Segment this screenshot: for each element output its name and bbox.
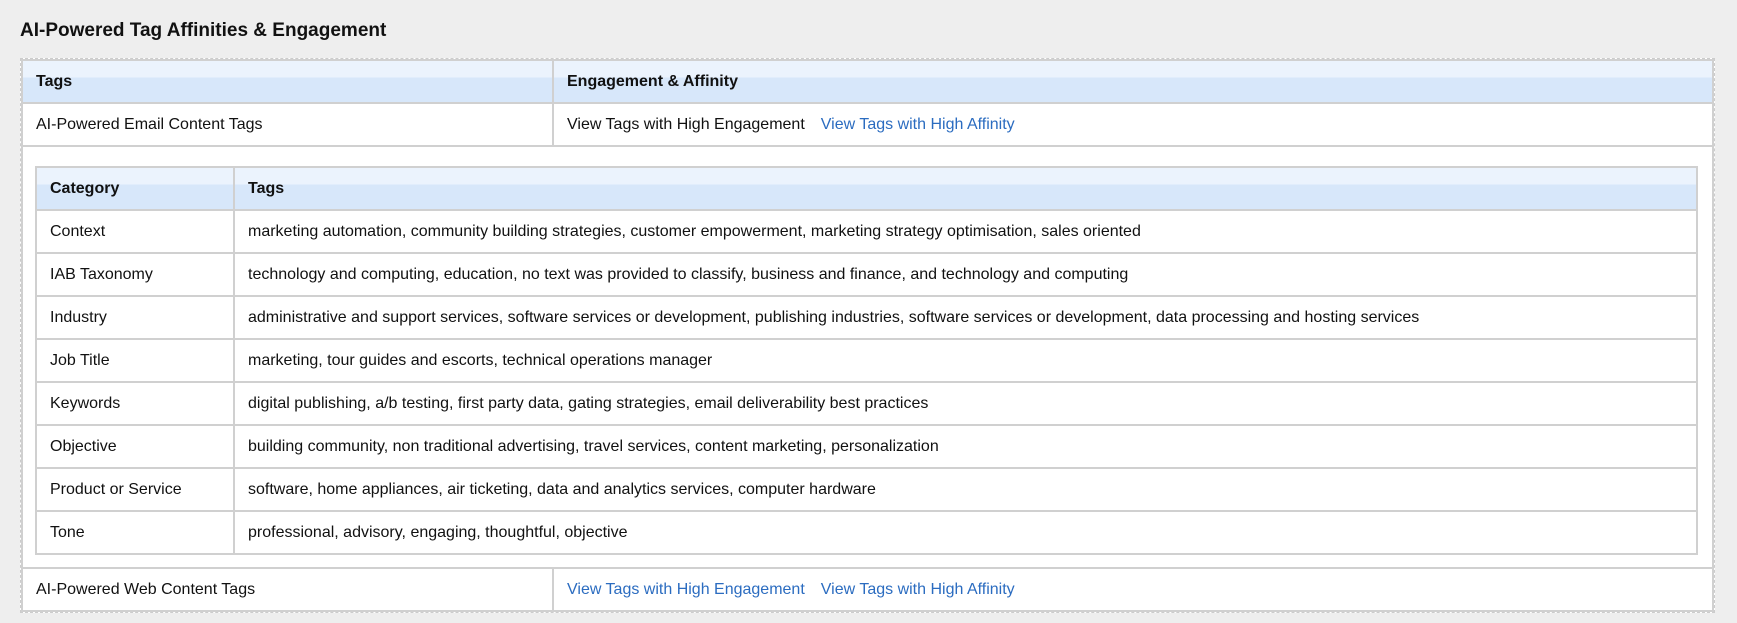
tags-cell: administrative and support services, sof… [233, 295, 1698, 340]
header-row: Tags Engagement & Affinity [21, 59, 1714, 104]
table-row: Tone professional, advisory, engaging, th… [35, 510, 1698, 555]
category-cell: Job Title [35, 338, 235, 383]
table-row: Industry administrative and support servi… [35, 295, 1698, 340]
category-cell: Context [35, 209, 235, 254]
tags-cell: building community, non traditional adve… [233, 424, 1698, 469]
page-title: AI-Powered Tag Affinities & Engagement [20, 20, 387, 41]
email-engagement-link[interactable]: View Tags with High Engagement [567, 115, 805, 133]
email-row-links: View Tags with High Engagement View Tags … [552, 102, 1714, 147]
category-cell: Tone [35, 510, 235, 555]
table-row: Keywords digital publishing, a/b testing,… [35, 381, 1698, 426]
tags-cell: marketing automation, community building… [233, 209, 1698, 254]
category-table: Category Tags Context marketing automatio… [35, 166, 1698, 555]
nested-row: Category Tags Context marketing automatio… [21, 145, 1714, 569]
header-engagement: Engagement & Affinity [552, 59, 1714, 104]
email-affinity-link[interactable]: View Tags with High Affinity [820, 115, 1015, 133]
web-affinity-link[interactable]: View Tags with High Affinity [820, 580, 1015, 598]
category-cell: Industry [35, 295, 235, 340]
table-row: Job Title marketing, tour guides and esco… [35, 338, 1698, 383]
category-cell: IAB Taxonomy [35, 252, 235, 297]
category-cell: Product or Service [35, 467, 235, 512]
header-inner-tags: Tags [233, 166, 1698, 211]
tags-cell: software, home appliances, air ticketing… [233, 467, 1698, 512]
web-row-links: View Tags with High Engagement View Tags … [552, 567, 1714, 612]
header-category: Category [35, 166, 235, 211]
table-row: Context marketing automation, community b… [35, 209, 1698, 254]
web-row: AI-Powered Web Content Tags View Tags wi… [21, 567, 1714, 612]
web-row-label: AI-Powered Web Content Tags [21, 567, 554, 612]
tags-table-container: Tags Engagement & Affinity AI-Powered Em… [20, 58, 1715, 613]
email-row: AI-Powered Email Content Tags View Tags … [21, 102, 1714, 147]
web-engagement-link[interactable]: View Tags with High Engagement [567, 580, 805, 598]
header-tags: Tags [21, 59, 554, 104]
tags-cell: professional, advisory, engaging, though… [233, 510, 1698, 555]
table-row: Objective building community, non traditi… [35, 424, 1698, 469]
nested-cell: Category Tags Context marketing automatio… [21, 145, 1714, 569]
tags-table: Tags Engagement & Affinity AI-Powered Em… [21, 59, 1714, 612]
tags-cell: digital publishing, a/b testing, first p… [233, 381, 1698, 426]
table-row: Product or Service software, home applian… [35, 467, 1698, 512]
category-header-row: Category Tags [35, 166, 1698, 211]
tags-cell: marketing, tour guides and escorts, tech… [233, 338, 1698, 383]
tags-cell: technology and computing, education, no … [233, 252, 1698, 297]
category-cell: Keywords [35, 381, 235, 426]
email-row-label: AI-Powered Email Content Tags [21, 102, 554, 147]
category-cell: Objective [35, 424, 235, 469]
table-row: IAB Taxonomy technology and computing, ed… [35, 252, 1698, 297]
